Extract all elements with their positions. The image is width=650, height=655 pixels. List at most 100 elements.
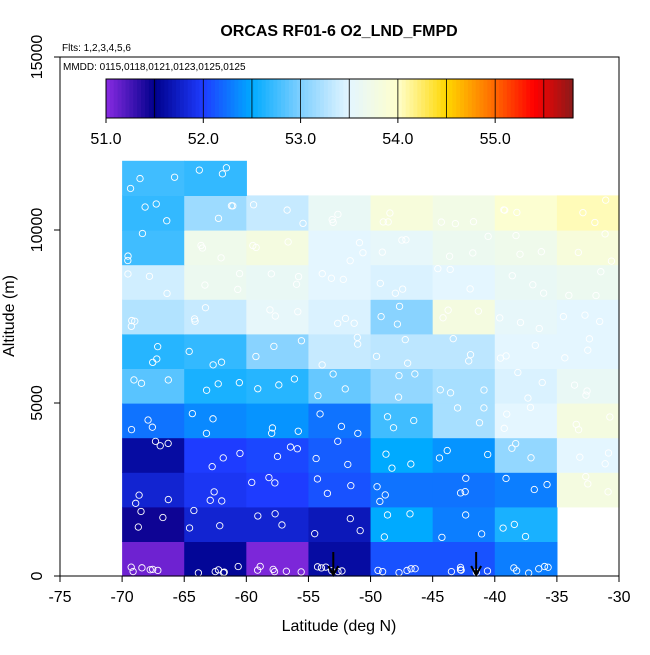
observation-point [401,336,409,344]
heatmap-cell [308,333,372,369]
observation-point [561,354,569,362]
observation-point [282,567,291,575]
heatmap-cell [432,403,496,439]
observation-point [381,491,389,499]
observation-point [254,512,262,520]
observation-point [327,274,336,282]
observation-point [154,566,162,575]
observation-point [214,214,223,223]
observation-point [341,385,349,393]
observation-point [235,269,244,278]
observation-point [265,473,273,482]
colorbar-tick-label: 55.0 [480,131,511,148]
heatmap-cell [556,264,620,300]
observation-point [435,454,444,462]
observation-point [229,202,237,210]
heatmap-cell [432,472,496,508]
observation-point [190,506,198,515]
colorbar-segment [316,79,321,118]
colorbar-segment [351,79,356,118]
x-axis: -75 -70 -65 -60 -55 -50 -45 -40 -35 -30 [48,576,631,606]
heatmap-cell [494,333,558,369]
colorbar-segment [331,79,337,118]
colorbar-segment [432,79,438,118]
observation-point [149,565,157,574]
observation-point [384,218,392,226]
colorbar-segment [238,79,243,118]
observation-point [535,565,543,573]
observation-point [512,231,520,240]
observation-point [234,562,242,571]
x-tick-label: -65 [173,589,196,606]
heatmap-cell [246,472,310,508]
colorbar-segment [218,79,224,118]
colorbar-segment [502,79,508,118]
heatmap-cell [494,264,558,300]
heatmap-cell [122,195,185,231]
heatmap-cell [556,195,620,231]
colorbar-segment [265,79,271,118]
observation-point [513,208,521,217]
colorbar-segment [534,79,539,118]
heatmap-cell [556,333,620,369]
observation-point [185,347,193,356]
observation-point [253,566,262,574]
colorbar-segment [172,79,177,118]
observation-point [271,479,279,487]
colorbar-segment [121,79,127,118]
observation-point [394,393,403,401]
heatmap-cell [308,299,372,335]
observation-point [316,410,324,418]
colorbar-segment [429,79,434,118]
observation-point [146,566,154,574]
colorbar-segment [366,79,372,118]
heatmap-cell [432,230,496,266]
observation-point [604,488,612,496]
observation-point [248,478,256,487]
observation-point [214,566,223,574]
observation-point [527,454,535,462]
heatmap-cell [184,195,247,231]
observation-point [521,532,530,541]
y-tick-label: 10000 [29,208,46,253]
colorbar-segment [530,79,535,118]
observation-point [483,567,492,575]
y-tick-label: 15000 [29,35,46,80]
observation-point [323,489,332,498]
observation-point [350,319,358,327]
observation-point [270,342,278,351]
observation-point [466,285,474,293]
observation-point [510,520,518,529]
colorbar-segment [495,79,500,118]
observation-point [537,248,545,256]
observation-point [496,314,504,322]
observation-point [206,496,214,504]
colorbar-segment [553,79,559,118]
colorbar-segment [257,79,263,118]
colorbar-segment [109,79,115,118]
observation-point [461,488,469,496]
colorbar-segment [397,79,403,118]
colorbar-segment [106,79,111,118]
observation-point [188,409,197,418]
x-axis-label: Latitude (deg N) [282,618,397,635]
observation-point [141,203,149,211]
observation-point [514,368,522,377]
colorbar-segment [506,79,512,118]
heatmap-cell [370,403,434,439]
colorbar-segment [230,79,236,118]
observation-point [436,386,444,394]
observation-point [311,530,319,538]
observation-point [337,422,346,431]
heatmap-cell [246,437,310,473]
observation-point [138,229,147,238]
colorbar-segment [393,79,399,118]
colorbar-segment [456,79,461,118]
heatmap-cell [308,368,372,404]
colorbar-segment [199,79,204,118]
heatmap-cell [432,299,496,335]
x-tick-label: -50 [359,589,382,606]
colorbar-segment [191,79,197,118]
observation-point [526,403,535,412]
observation-point [124,256,132,265]
